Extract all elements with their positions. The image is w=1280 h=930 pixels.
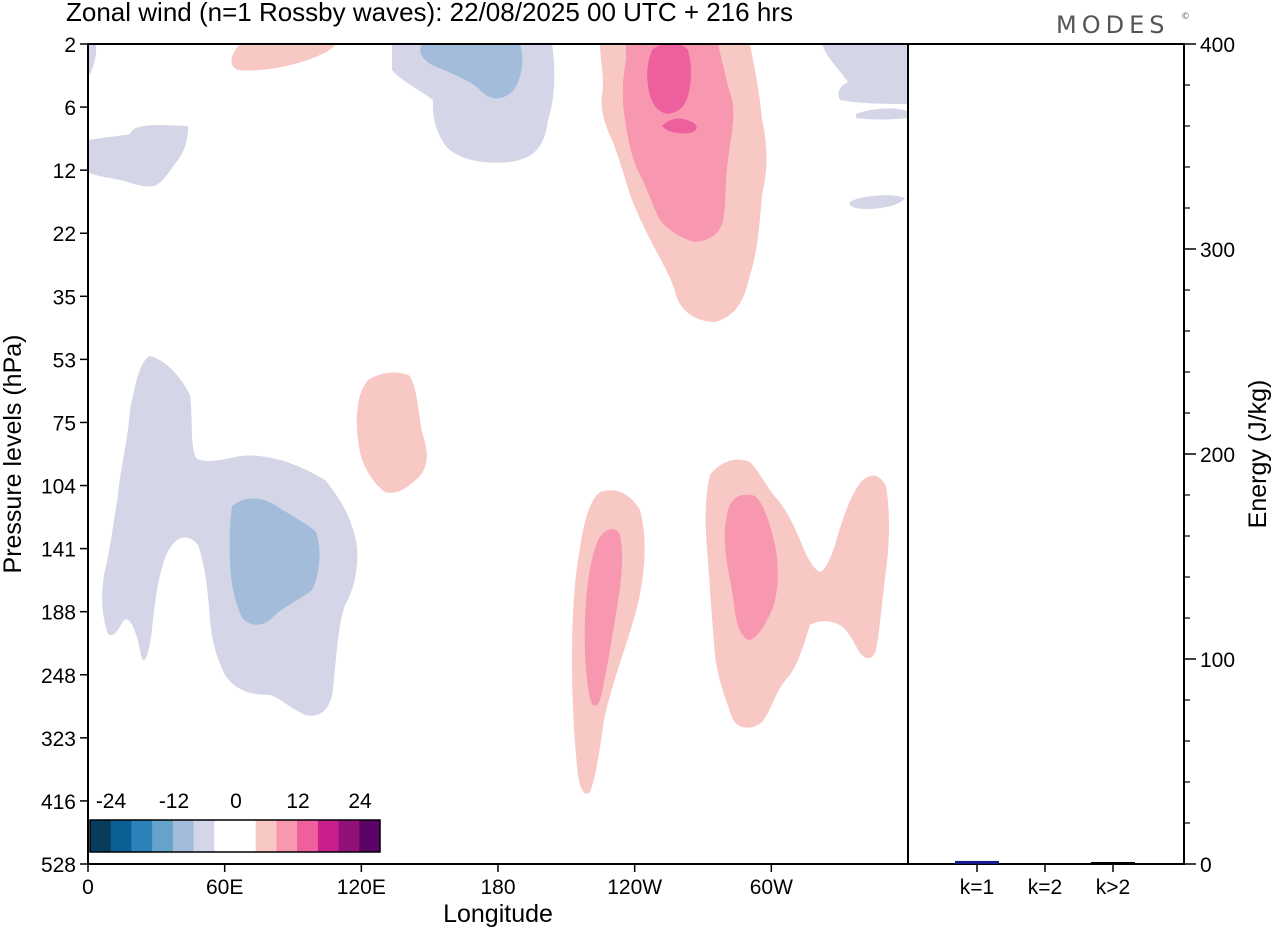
contour-panel: -24 -12 0 12 24 0 60E 120E 180 120W 60W 26122… [0, 34, 909, 928]
modes-logo: MODES © [1056, 11, 1195, 39]
energy-frame [907, 43, 1185, 865]
colorbar-cell [131, 820, 153, 852]
y-tick-label: 416 [41, 791, 76, 814]
energy-category-label: k>2 [1096, 876, 1130, 899]
contour-region [822, 44, 908, 104]
colorbar-cell [235, 820, 257, 852]
x-tick-label: 60E [206, 876, 243, 899]
y-axis: 2 6 12 22 35 53 75 104 141 188 248 323 416 528 [41, 34, 88, 877]
y-tick-label: 188 [41, 602, 76, 625]
modes-brand: MODES [1056, 11, 1169, 39]
colorbar-cell [110, 820, 132, 852]
colorbar-outline [89, 819, 381, 853]
contour-region [856, 108, 908, 120]
contour-region [647, 44, 691, 114]
contour-region [102, 356, 358, 716]
y-tick-label: 528 [41, 854, 76, 877]
colorbar-label: 0 [230, 790, 242, 813]
y-tick-label: 35 [53, 286, 76, 309]
x-tick-label: 120E [337, 876, 386, 899]
contour-region [662, 118, 697, 134]
y-tick-label: 323 [41, 728, 76, 751]
energy-tick-label: 400 [1200, 34, 1235, 57]
contour-region [849, 195, 905, 209]
y-tick-label: 2 [64, 34, 76, 57]
colorbar-label: 12 [286, 790, 309, 813]
colorbar-label: -12 [159, 790, 189, 813]
energy-bar [955, 860, 999, 864]
x-tick-label: 120W [607, 876, 662, 899]
energy-axis-title: Energy (J/kg) [1244, 380, 1272, 529]
colorbar: -24 -12 0 12 24 [89, 790, 381, 853]
x-tick-label: 180 [480, 876, 515, 899]
y-tick-label: 53 [53, 349, 76, 372]
y-axis-title: Pressure levels (hPa) [0, 335, 27, 574]
contour-region [584, 528, 623, 706]
y-tick-label: 248 [41, 665, 76, 688]
contour-region [420, 44, 523, 99]
x-tick-label: 60W [750, 876, 793, 899]
energy-tick-label: 200 [1200, 444, 1235, 467]
contour-region [88, 44, 97, 74]
colorbar-label: -24 [96, 790, 127, 813]
chart-title: Zonal wind (n=1 Rossby waves): 22/08/202… [66, 0, 793, 27]
y-tick-label: 104 [41, 476, 76, 499]
colorbar-cell [214, 820, 236, 852]
colorbar-cell [255, 820, 277, 852]
contour-region [229, 498, 320, 625]
energy-panel: k=1 k=2 k>2 0 100 200 300 400 Energy (J/kg) [907, 34, 1272, 899]
colorbar-cell [338, 820, 360, 852]
contour-frame [87, 43, 909, 865]
y-tick-label: 6 [64, 97, 76, 120]
colorbar-cell [359, 820, 381, 852]
energy-bar [1091, 862, 1135, 864]
x-axis-title: Longitude [443, 900, 553, 928]
colorbar-label: 24 [348, 790, 372, 813]
energy-tick-label: 0 [1200, 854, 1212, 877]
energy-y-axis: 0 100 200 300 400 [1184, 34, 1235, 877]
x-axis: 0 60E 120E 180 120W 60W [82, 864, 793, 899]
y-tick-label: 75 [53, 412, 76, 435]
colorbar-cell [172, 820, 195, 852]
colorbar-cell [297, 820, 319, 852]
contour-region [724, 494, 778, 640]
y-tick-label: 22 [53, 223, 76, 246]
energy-tick-label: 300 [1200, 239, 1235, 262]
energy-category-label: k=2 [1028, 876, 1062, 899]
energy-tick-label: 100 [1200, 649, 1235, 672]
contour-region [356, 372, 427, 493]
colorbar-cell [90, 820, 112, 852]
modes-brand-mark: © [1181, 12, 1195, 22]
contour-region [231, 44, 336, 71]
colorbar-cell [193, 820, 215, 852]
x-tick-label: 0 [82, 876, 94, 899]
colorbar-cell [317, 820, 340, 852]
contour-region [88, 125, 188, 187]
energy-category-label: k=1 [960, 876, 994, 899]
colorbar-cell [276, 820, 298, 852]
colorbar-cell [152, 820, 174, 852]
y-tick-label: 12 [53, 160, 76, 183]
y-tick-label: 141 [41, 539, 76, 562]
